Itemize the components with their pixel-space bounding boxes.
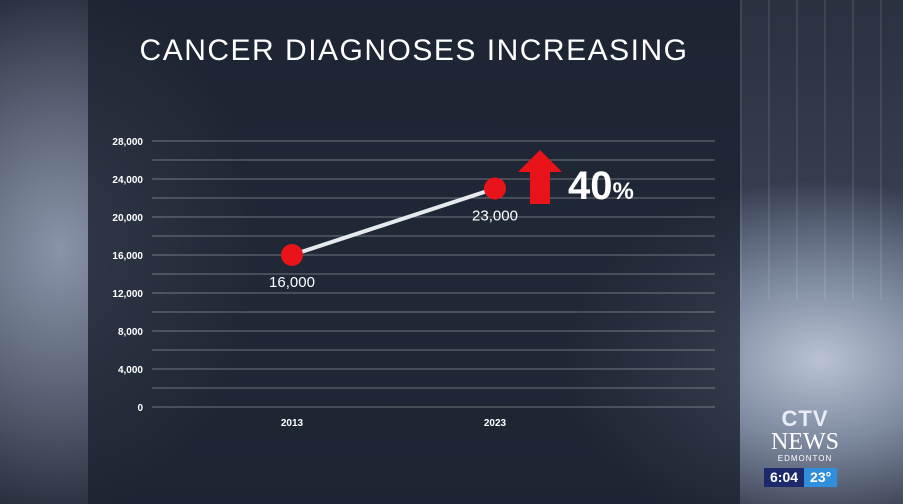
background-equipment (740, 0, 903, 300)
percent-increase: 40% (568, 164, 634, 209)
data-point (484, 177, 506, 200)
chart-title: CANCER DIAGNOSES INCREASING (139, 34, 689, 67)
y-tick-label: 20,000 (112, 213, 143, 224)
y-tick-label: 0 (137, 403, 143, 414)
ctv-news-logo: CTV NEWS EDMONTON (760, 408, 850, 464)
x-tick-label: 2023 (484, 418, 507, 429)
y-tick-label: 24,000 (112, 175, 143, 186)
data-label: 16,000 (269, 274, 315, 291)
time-temp-ticker: 6:04 23° (764, 468, 838, 487)
up-arrow-icon (518, 150, 562, 204)
data-point (281, 244, 303, 266)
chart-panel (88, 0, 740, 504)
percent-symbol: % (612, 178, 634, 205)
x-tick-label: 2013 (281, 418, 304, 429)
data-label: 23,000 (472, 208, 518, 225)
percent-value: 40 (568, 164, 613, 208)
y-tick-label: 4,000 (118, 365, 143, 376)
y-tick-label: 16,000 (112, 251, 143, 262)
y-tick-label: 8,000 (118, 327, 143, 338)
time-display: 6:04 (764, 468, 805, 487)
logo-ctv-text: CTV (781, 406, 829, 431)
y-tick-label: 28,000 (112, 137, 143, 148)
logo-news-text: NEWS (771, 429, 839, 455)
logo-city-text: EDMONTON (777, 454, 833, 463)
temperature-display: 23° (804, 468, 838, 487)
series-line (291, 186, 496, 257)
y-tick-label: 12,000 (112, 289, 143, 300)
